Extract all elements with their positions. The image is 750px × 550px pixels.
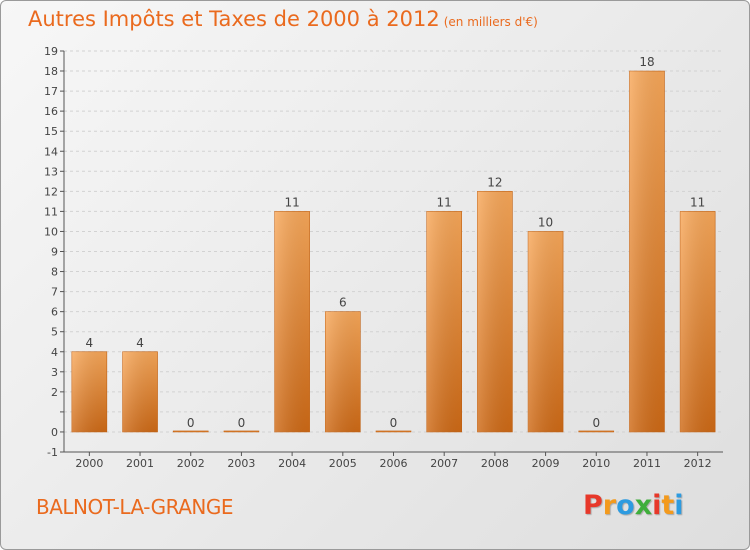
- axes: [60, 50, 723, 456]
- data-label-2011: 18: [639, 55, 654, 69]
- logo-letter: r: [602, 490, 617, 521]
- logo-letter: x: [634, 490, 653, 521]
- bar-2002: [172, 430, 209, 433]
- data-label-2004: 11: [284, 195, 299, 209]
- data-label-2012: 11: [690, 195, 705, 209]
- y-tick-label: -1: [47, 446, 58, 459]
- y-tick-label: 16: [44, 105, 58, 118]
- y-tick-labels: -1 0 2 3 4 5 6 7 8 9 10 11 12 13 14 15 16 17 18 19: [44, 45, 58, 459]
- bar-2001: [122, 351, 158, 433]
- bar-2008: [477, 191, 513, 433]
- bar-2012: [679, 211, 716, 433]
- y-tick-label: 3: [51, 366, 58, 379]
- data-label-2000: 4: [86, 336, 94, 350]
- logo-letter: i: [652, 490, 662, 521]
- logo-letter: P: [583, 490, 603, 521]
- data-label-2005: 6: [339, 296, 347, 310]
- y-tick-label: 2: [51, 386, 58, 399]
- bar-2000: [71, 351, 108, 433]
- chart-subtitle: (en milliers d'€): [443, 15, 538, 29]
- chart-title: Autres Impôts et Taxes de 2000 à 2012 (en…: [28, 7, 538, 31]
- data-label-2003: 0: [238, 416, 246, 430]
- bar-2005: [325, 311, 361, 433]
- x-tick-label-2012: 2012: [684, 457, 712, 470]
- x-tick-label-2006: 2006: [380, 457, 408, 470]
- x-tick-label-2002: 2002: [177, 457, 205, 470]
- proxiti-logo: Proxiti: [583, 490, 684, 521]
- logo-letter: i: [674, 490, 684, 521]
- y-tick-label: 11: [44, 205, 58, 218]
- bar-2006: [375, 430, 412, 433]
- y-tick-label: 18: [44, 65, 58, 78]
- x-tick-label-2007: 2007: [430, 457, 458, 470]
- data-label-2006: 0: [390, 416, 398, 430]
- logo-letter: t: [661, 490, 675, 521]
- x-tick-label-2004: 2004: [278, 457, 306, 470]
- y-tick-label: 7: [51, 286, 58, 299]
- data-label-2001: 4: [136, 336, 144, 350]
- bar-2011: [629, 70, 665, 433]
- y-tick-label: 14: [44, 145, 58, 158]
- gridlines: [64, 50, 723, 453]
- x-tick-label-2009: 2009: [532, 457, 560, 470]
- logo-letter: o: [616, 490, 635, 521]
- y-tick-label: 13: [44, 165, 58, 178]
- x-tick-label-2000: 2000: [75, 457, 103, 470]
- x-tick-label-2005: 2005: [329, 457, 357, 470]
- y-tick-label: 19: [44, 45, 58, 58]
- bar-2010: [578, 430, 615, 433]
- bar-2004: [274, 211, 310, 433]
- commune-name: BALNOT-LA-GRANGE: [36, 495, 234, 519]
- y-tick-label: 15: [44, 125, 58, 138]
- data-labels: 4 4 0 0 11 6 0 11 12 10 0 18 11: [86, 55, 706, 430]
- x-tick-label-2011: 2011: [633, 457, 661, 470]
- x-tick-label-2001: 2001: [126, 457, 154, 470]
- x-tick-labels: 2000 2001 2002 2003 2004 2005 2006 2007 2008 2009…: [75, 457, 711, 470]
- y-tick-label: 4: [51, 346, 58, 359]
- data-label-2009: 10: [538, 215, 553, 229]
- bar-2009: [527, 231, 564, 433]
- y-tick-label: 8: [51, 266, 58, 279]
- y-tick-label: 17: [44, 85, 58, 98]
- data-label-2008: 12: [487, 175, 502, 189]
- data-label-2002: 0: [187, 416, 195, 430]
- data-label-2010: 0: [592, 416, 600, 430]
- y-tick-label: 6: [51, 306, 58, 319]
- bar-2007: [426, 211, 462, 433]
- x-tick-label-2008: 2008: [481, 457, 509, 470]
- x-tick-label-2010: 2010: [582, 457, 610, 470]
- y-tick-label: 5: [51, 326, 58, 339]
- y-tick-label: 12: [44, 185, 58, 198]
- x-tick-label-2003: 2003: [227, 457, 255, 470]
- data-label-2007: 11: [437, 195, 452, 209]
- y-tick-label: 10: [44, 225, 58, 238]
- y-tick-label: 0: [51, 426, 58, 439]
- title-text: Autres Impôts et Taxes de 2000 à 2012: [28, 7, 440, 31]
- y-tick-label: 9: [51, 246, 58, 259]
- bar-2003: [223, 430, 260, 433]
